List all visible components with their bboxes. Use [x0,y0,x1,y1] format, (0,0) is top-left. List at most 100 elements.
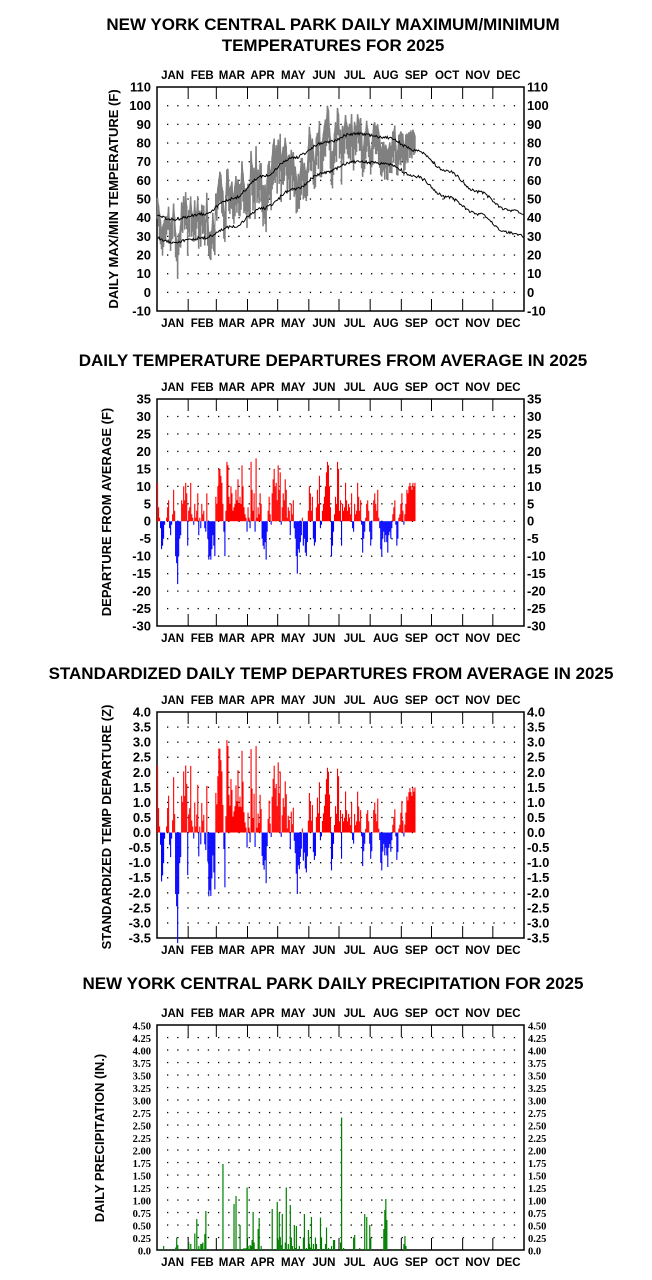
y-tick-label-left: 1.25 [133,1184,151,1195]
grid-dot [503,415,505,418]
grid-dot [422,1211,424,1214]
grid-dot [360,573,363,575]
zscore-bar-above [375,813,377,833]
departure-bar-below [364,521,366,532]
grid-dot [371,590,373,592]
grid-dot [167,1224,169,1226]
grid-dot [360,254,363,256]
grid-dot [197,1224,199,1226]
zscore-bar-above [173,777,175,833]
departure-bar-above [173,489,175,522]
grid-dot [238,892,240,894]
grid-dot [258,468,261,470]
observed-max-line [370,147,373,154]
departure-bar-below [403,521,405,525]
grid-dot [197,1124,199,1126]
zscore-bar-below [270,832,272,838]
precip-bar [394,1249,396,1250]
grid-dot [289,105,291,107]
month-label-top: FEB [191,695,214,707]
grid-dot [177,179,179,182]
grid-dot [350,198,352,200]
grid-dot [462,105,465,107]
grid-dot [238,907,240,909]
y-tick-label-left: 2.75 [133,1109,151,1120]
y-tick-label-left: -20 [132,584,151,599]
grid-dot [513,892,516,894]
grid-dot [513,1149,516,1151]
observed-max-line [322,125,325,134]
grid-dot [411,1036,414,1039]
grid-dot [493,468,495,470]
grid-dot [350,1236,352,1239]
grid-dot [207,756,210,758]
y-tick-label-right: 4.0 [527,705,545,720]
grid-dot [309,573,312,575]
grid-dot [197,415,199,418]
grid-dot [320,198,322,200]
grid-dot [442,847,444,849]
precip-bar [278,1212,280,1250]
grid-dot [411,1086,414,1089]
grid-dot [381,1136,383,1139]
grid-dot [483,922,485,924]
precip-bar [239,1225,241,1250]
grid-dot [360,179,363,182]
grid-dot [422,801,424,804]
grid-dot [187,1061,189,1064]
grid-dot [411,862,414,864]
zscore-bar-below [381,832,383,871]
grid-dot [473,161,475,163]
grid-dot [228,161,230,163]
precip-bar [341,1117,343,1250]
zscore-bar-above [230,779,232,833]
zscore-bar-above [273,765,275,833]
grid-dot [269,1111,271,1114]
grid-dot [513,1224,516,1226]
zscore-bar-below [371,832,373,852]
y-tick-label-right: 50 [527,192,541,207]
grid-dot [248,1124,250,1126]
grid-dot [279,573,281,575]
month-label-top: APR [250,1008,275,1020]
zscore-bar-above [252,817,254,833]
zscore-bar-above [203,814,205,833]
grid-dot [258,786,261,789]
chart3-title: STANDARDIZED DAILY TEMP DEPARTURES FROM … [49,664,614,683]
observed-max-line [303,162,306,171]
grid-dot [177,415,179,418]
y-tick-label-left: -1.0 [129,855,151,870]
grid-dot [493,1186,495,1189]
y-tick-label-left: -15 [132,566,151,581]
grid-dot [452,1099,454,1101]
grid-dot [432,179,434,182]
y-tick-label-left: 4.00 [133,1047,151,1058]
grid-dot [422,892,424,894]
grid-dot [401,862,403,864]
precip-bar [367,1249,369,1250]
grid-dot [330,573,332,575]
grid-dot [473,756,475,758]
grid-dot [218,1211,220,1214]
grid-dot [228,741,230,743]
grid-dot [513,1049,516,1051]
grid-dot [350,741,352,743]
y-tick-label-left: 0.0 [133,825,151,840]
grid-dot [381,1186,383,1189]
grid-dot [371,198,373,200]
departure-bar-above [411,489,413,522]
grid-dot [167,847,169,849]
grid-dot [391,1199,393,1201]
y-tick-label-right: 3.0 [527,735,545,750]
grid-dot [422,1061,424,1064]
departure-bar-above [342,503,344,522]
grid-dot [483,555,485,557]
grid-dot [309,1036,312,1039]
observed-max-line [260,163,263,190]
observed-max-line [366,120,369,129]
grid-dot [258,273,261,275]
grid-dot [177,468,179,470]
departure-bar-above [274,486,276,522]
grid-dot [422,503,424,505]
grid-dot [197,1211,199,1214]
